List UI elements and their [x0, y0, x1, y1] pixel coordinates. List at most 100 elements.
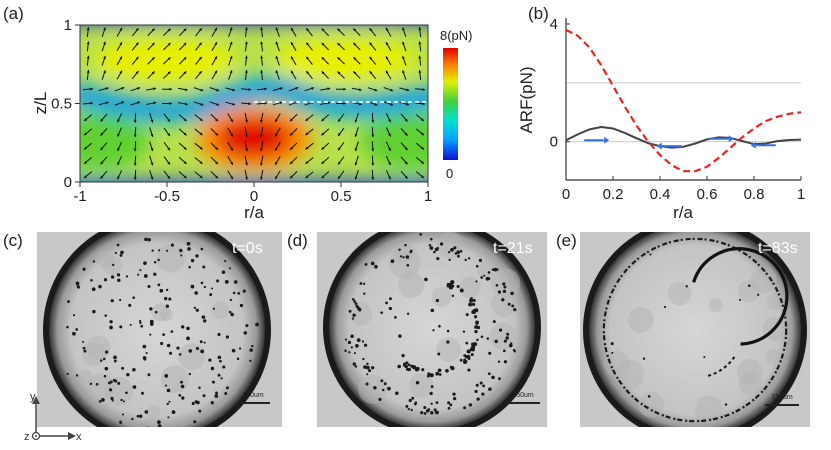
particle — [649, 253, 652, 256]
particle — [363, 292, 366, 295]
particle — [255, 322, 259, 327]
particle — [426, 374, 430, 378]
background-blotch — [491, 268, 521, 298]
particle — [101, 398, 105, 402]
background-blotch — [160, 365, 189, 394]
force-vector-head — [230, 176, 233, 180]
force-vector-head — [86, 27, 90, 30]
heatmap-x-tick-label: 1 — [424, 188, 432, 205]
force-vector-head — [119, 70, 123, 74]
particle — [435, 298, 439, 303]
force-vector-head — [214, 70, 217, 74]
force-vector-head — [260, 176, 263, 180]
particle — [121, 413, 125, 416]
force-vector-head — [420, 132, 424, 136]
particle — [398, 334, 402, 338]
particle — [168, 297, 172, 301]
particle — [245, 324, 249, 328]
particle — [140, 324, 144, 328]
particle — [113, 359, 117, 363]
particle — [502, 282, 506, 286]
particle — [117, 278, 121, 283]
particle — [424, 277, 428, 282]
particle — [362, 357, 365, 361]
scale-bar-d — [506, 402, 540, 404]
force-vector-head — [388, 133, 391, 137]
particle — [438, 373, 442, 376]
heatmap-x-label: r/a — [244, 203, 264, 222]
particle — [166, 402, 169, 406]
force-vector-head — [388, 162, 391, 166]
particle — [154, 310, 158, 314]
particle — [220, 377, 223, 380]
force-vector-head — [153, 101, 157, 105]
force-vector-head — [354, 133, 358, 137]
heatmap-y-tick-label: 0.5 — [51, 96, 72, 113]
force-vector-head — [338, 147, 341, 151]
force-vector-head — [260, 69, 264, 73]
particle — [395, 391, 399, 395]
particle — [456, 250, 461, 255]
particle — [371, 366, 375, 370]
particle — [470, 353, 474, 357]
force-vector-head — [420, 146, 424, 150]
particle — [104, 314, 107, 317]
particle — [513, 308, 517, 312]
particle — [739, 298, 742, 301]
particle — [497, 290, 502, 294]
particle — [95, 382, 99, 386]
particle — [187, 247, 191, 251]
force-vector-head — [337, 28, 341, 32]
particle — [103, 278, 108, 282]
particle — [232, 291, 236, 295]
particle — [119, 253, 123, 257]
particle — [180, 384, 185, 389]
force-vector-head — [229, 55, 233, 59]
particle — [82, 346, 86, 350]
force-vector-head — [371, 120, 375, 123]
particle — [221, 270, 226, 275]
particle — [200, 349, 205, 354]
force-vector-head — [353, 71, 357, 75]
particle — [394, 316, 397, 319]
heatmap-x-tick-label: -0.5 — [154, 188, 180, 205]
particle — [143, 357, 147, 361]
particle — [447, 401, 451, 405]
force-vector-head — [215, 175, 219, 179]
background-blotch — [358, 374, 388, 404]
particle — [511, 304, 515, 308]
force-vector-head — [343, 102, 346, 105]
force-vector-head — [306, 71, 310, 74]
background-blotch — [86, 373, 115, 402]
force-vector-head — [260, 134, 263, 137]
background-blotch — [82, 342, 107, 367]
particle — [75, 374, 79, 377]
particle — [131, 417, 134, 421]
force-vector-head — [260, 162, 263, 166]
particle — [420, 411, 424, 415]
particle — [663, 305, 667, 309]
particle — [351, 317, 355, 320]
coordinate-axes-icon: y z x — [24, 391, 82, 443]
force-vector-head — [245, 176, 248, 180]
particle — [408, 398, 412, 403]
force-vector-head — [354, 176, 358, 180]
arf-solid-series — [565, 126, 802, 149]
force-vector-head — [371, 148, 375, 152]
particle — [119, 298, 122, 302]
particle — [465, 313, 469, 317]
force-vector-head — [215, 118, 219, 122]
force-vector-head — [305, 160, 309, 164]
particle — [202, 265, 206, 269]
particle — [446, 282, 450, 287]
particle — [507, 302, 511, 306]
background-blotch — [348, 302, 373, 326]
particle — [162, 333, 166, 336]
force-vector-head — [353, 57, 357, 60]
particle — [611, 351, 614, 354]
particle — [178, 353, 182, 356]
particle — [191, 401, 195, 406]
particle — [251, 344, 254, 348]
particle — [373, 385, 377, 390]
particle — [610, 342, 614, 346]
